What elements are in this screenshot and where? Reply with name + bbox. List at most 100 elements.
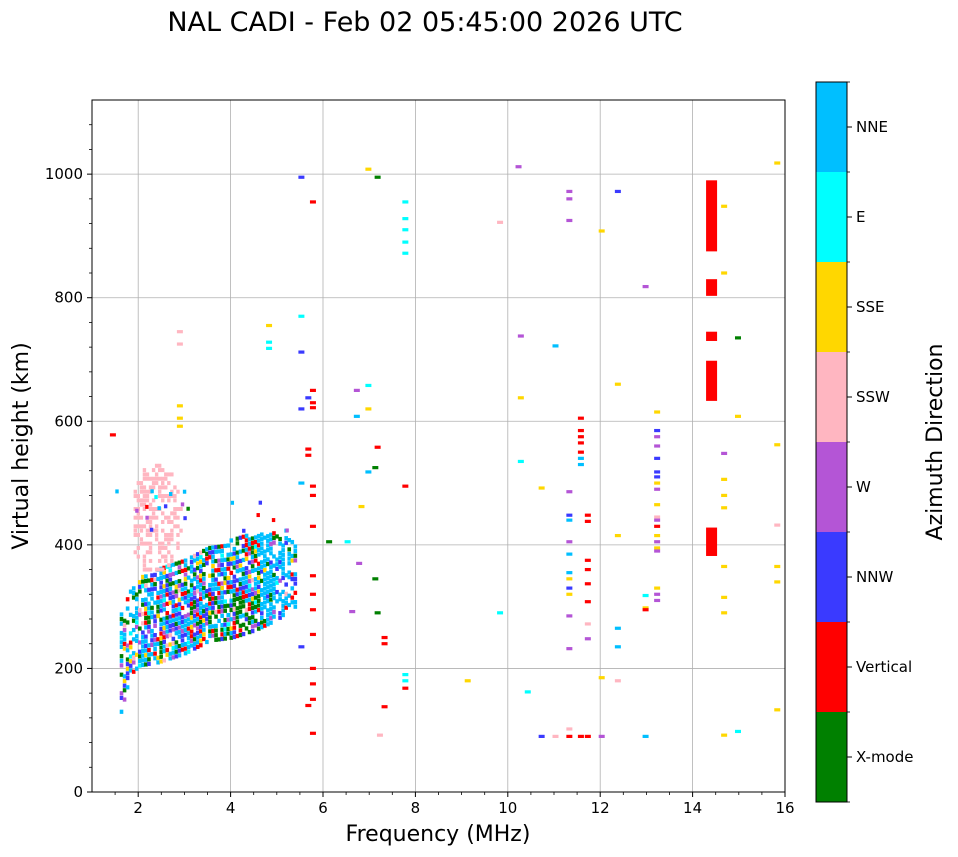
echo-point: [141, 644, 145, 649]
echo-point: [138, 658, 142, 664]
echo-point: [174, 644, 179, 650]
echo-point: [208, 606, 212, 611]
echo-point: [161, 528, 165, 533]
echo-point: [162, 598, 167, 603]
echo-point: [229, 538, 234, 543]
echo-point: [211, 559, 215, 564]
echo-point: [138, 626, 142, 631]
echo-point: [235, 550, 240, 555]
echo-point: [281, 552, 285, 557]
echo-point: [198, 601, 203, 606]
echo-point: [259, 541, 264, 546]
echo-point: [247, 537, 252, 542]
echo-point: [157, 545, 162, 550]
echo-point: [154, 532, 159, 537]
echo-point: [214, 586, 218, 591]
echo-bar: [374, 611, 381, 615]
echo-point: [272, 591, 276, 596]
echo-point: [220, 585, 224, 591]
echo-bar: [353, 414, 360, 418]
echo-point: [156, 604, 160, 609]
echo-point: [202, 623, 206, 628]
echo-point: [275, 562, 279, 567]
echo-point: [226, 580, 231, 585]
echo-point: [145, 498, 150, 503]
echo-point: [214, 633, 218, 638]
echo-point: [150, 633, 154, 638]
chart-title: NAL CADI - Feb 02 05:45:00 2026 UTC: [167, 7, 682, 38]
echo-point: [148, 515, 153, 520]
echo-bar: [774, 523, 781, 527]
echo-bar: [654, 524, 661, 528]
echo-point: [141, 602, 145, 607]
echo-bar: [598, 734, 605, 738]
echo-point: [244, 538, 249, 543]
echo-point: [147, 601, 151, 606]
echo-point: [293, 572, 298, 577]
colorbar-swatch: [816, 352, 847, 442]
echo-bar: [298, 645, 305, 649]
echo-bar: [309, 406, 316, 410]
echo-point: [142, 558, 147, 563]
echo-point: [154, 495, 158, 500]
echo-bar: [577, 734, 584, 738]
echo-point: [195, 566, 200, 571]
echo-point: [186, 645, 191, 650]
echo-bar: [566, 614, 573, 618]
echo-point: [165, 601, 170, 606]
echo-point: [159, 640, 163, 646]
echo-point: [192, 567, 197, 572]
echo-point: [250, 605, 255, 611]
echo-point: [186, 506, 190, 511]
echo-point: [263, 572, 267, 577]
echo-point: [281, 566, 285, 571]
echo-point: [198, 596, 203, 602]
echo-bar: [552, 734, 559, 738]
echo-point: [141, 630, 145, 635]
echo-point: [180, 587, 185, 592]
echo-bar: [654, 515, 661, 519]
echo-point: [171, 562, 176, 567]
echo-point: [266, 622, 270, 627]
echo-point: [208, 582, 212, 588]
echo-point: [247, 583, 252, 588]
echo-bar: [566, 577, 573, 581]
echo-point: [211, 573, 215, 578]
echo-point: [223, 631, 227, 637]
echo-bar: [598, 676, 605, 680]
colorbar-label: NNE: [856, 118, 888, 136]
echo-point: [205, 556, 209, 561]
echo-point: [177, 620, 182, 625]
echo-point: [217, 572, 221, 577]
echo-point: [287, 575, 292, 580]
echo-point: [122, 637, 127, 642]
echo-bar: [176, 424, 183, 428]
echo-point: [161, 476, 165, 481]
echo-point: [244, 584, 249, 589]
echo-bar: [654, 549, 661, 553]
echo-bar: [614, 626, 621, 630]
echo-point: [167, 515, 171, 520]
echo-bar: [517, 396, 524, 400]
echo-point: [235, 564, 240, 569]
echo-point: [164, 476, 168, 481]
echo-point: [253, 539, 258, 545]
echo-point: [168, 600, 173, 605]
echo-point: [259, 601, 264, 607]
echo-point: [141, 597, 145, 603]
echo-point: [290, 553, 295, 559]
x-tick-label: 6: [318, 799, 328, 817]
echo-point: [290, 558, 295, 563]
echo-point: [202, 558, 206, 563]
echo-point: [244, 575, 249, 580]
echo-point: [217, 618, 221, 623]
echo-point: [177, 643, 182, 649]
echo-point: [263, 535, 267, 540]
echo-point: [235, 606, 240, 611]
echo-point: [119, 640, 124, 645]
echo-point: [170, 511, 174, 516]
echo-point: [171, 636, 176, 641]
echo-point: [177, 565, 182, 570]
echo-point: [171, 595, 176, 600]
echo-point: [244, 533, 249, 538]
